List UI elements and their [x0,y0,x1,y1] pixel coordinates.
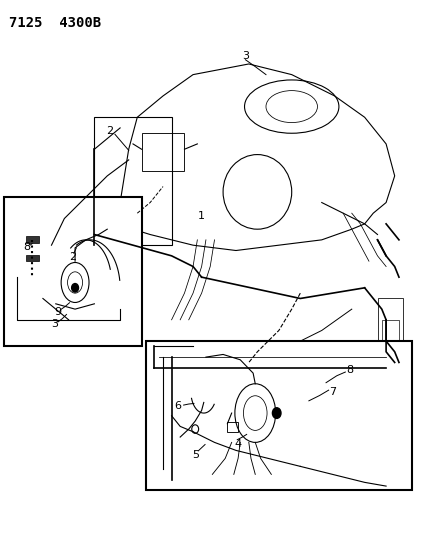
Text: 4: 4 [235,439,242,449]
Bar [382,320,399,341]
Circle shape [72,284,79,292]
Text: 7125  4300B: 7125 4300B [9,16,101,30]
Text: 8: 8 [346,366,353,375]
Text: 6: 6 [175,401,181,411]
Text: 9: 9 [54,307,61,317]
Text: 2: 2 [106,126,113,135]
Text: 1: 1 [198,211,205,221]
Text: 5: 5 [192,450,199,459]
Bar [227,422,238,432]
Text: 8: 8 [24,242,30,252]
Bar [378,298,403,352]
Bar [26,255,39,261]
Bar [4,197,142,346]
Text: 7: 7 [329,387,336,397]
Bar [146,341,412,490]
Bar [26,236,39,243]
Bar [142,133,184,171]
Text: 2: 2 [69,252,76,262]
Text: 3: 3 [242,51,249,61]
Circle shape [272,408,281,418]
Text: 3: 3 [51,319,58,328]
